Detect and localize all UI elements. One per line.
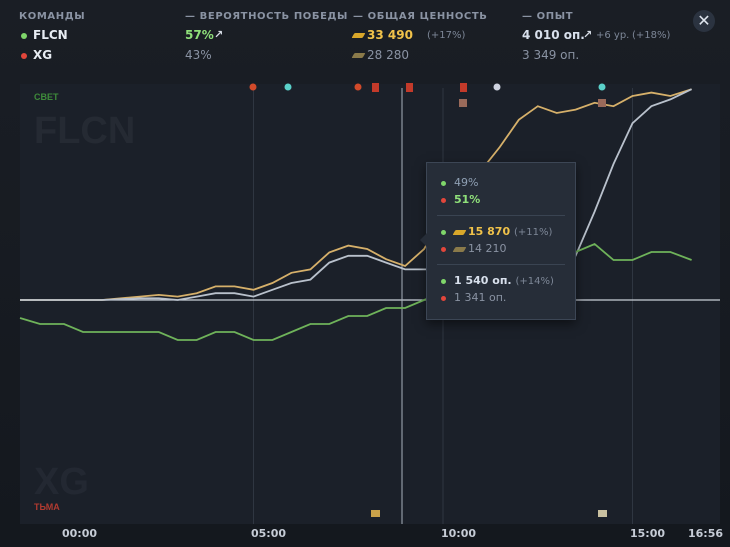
tooltip-nw-xg: 14 210 — [441, 242, 507, 255]
gold-icon — [452, 246, 467, 252]
networth-line — [20, 88, 692, 301]
flcn-win-arrow-icon: ↗ — [214, 28, 224, 41]
win-probability-line — [19, 242, 692, 341]
tooltip-xp-flcn: 1 540 оп. (+14%) — [441, 274, 554, 287]
networth-header: — ОБЩАЯ ЦЕННОСТЬ — [353, 11, 488, 22]
tooltip-arrow — [420, 233, 427, 247]
xp-line — [20, 88, 692, 301]
team-name-flcn: FLCN — [33, 28, 68, 42]
x-tick-5: 05:00 — [251, 527, 287, 540]
flcn-dot-icon — [441, 180, 446, 186]
hover-tooltip: 49% 51% 15 870 (+11%) 14 210 1 540 оп. (… — [420, 162, 576, 320]
item-icon[interactable] — [598, 510, 607, 517]
tooltip-win-xg: 51% — [441, 193, 480, 206]
xg-xp-value: 3 349 оп. — [522, 48, 580, 62]
dire-watermark: XG — [34, 461, 89, 503]
barracks-icon[interactable] — [406, 83, 413, 92]
tower-kill-icon[interactable] — [249, 83, 257, 91]
teams-column-header: КОМАНДЫ — [19, 11, 86, 22]
x-tick-10: 10:00 — [441, 527, 477, 540]
flcn-dot-icon — [21, 33, 27, 39]
tooltip-xp-xg: 1 341 оп. — [441, 291, 506, 304]
radiant-watermark: FLCN — [34, 110, 135, 152]
flcn-xp-delta: (+18%) — [632, 30, 671, 41]
xg-networth-number: 28 280 — [367, 48, 409, 62]
x-tick-end: 16:56 — [688, 527, 724, 540]
xg-dot-icon — [441, 197, 446, 203]
courier-icon[interactable] — [371, 510, 380, 517]
flcn-xp-value: 4 010 оп. — [522, 28, 585, 42]
event-icons — [249, 83, 607, 517]
roshan-icon[interactable] — [284, 83, 292, 91]
xg-dot-icon — [441, 295, 446, 301]
tooltip-win-flcn: 49% — [441, 176, 478, 189]
flcn-networth-value: 33 490 — [351, 28, 413, 42]
hero-kill-icon[interactable] — [598, 99, 606, 107]
x-tick-0: 00:00 — [62, 527, 98, 540]
roshan-icon[interactable] — [598, 83, 606, 91]
tooltip-divider — [437, 215, 565, 216]
gold-icon — [452, 229, 467, 235]
win-probability-header: — ВЕРОЯТНОСТЬ ПОБЕДЫ — [185, 11, 349, 22]
xg-dot-icon — [21, 53, 27, 59]
flcn-dot-icon — [441, 278, 446, 284]
aegis-icon[interactable] — [493, 83, 501, 91]
xp-header: — ОПЫТ — [522, 11, 574, 22]
xg-dot-icon — [441, 246, 446, 252]
hero-kill-icon[interactable] — [459, 99, 467, 107]
close-button[interactable]: ✕ — [693, 10, 715, 32]
tower-kill-icon[interactable] — [354, 83, 362, 91]
tooltip-divider — [437, 264, 565, 265]
barracks-icon[interactable] — [460, 83, 467, 92]
chart-background — [20, 84, 720, 524]
x-tick-15: 15:00 — [630, 527, 666, 540]
tooltip-nw-flcn: 15 870 (+11%) — [441, 225, 552, 238]
team-name-xg: XG — [33, 48, 53, 62]
flcn-win-value: 57% — [185, 28, 214, 42]
flcn-dot-icon — [441, 229, 446, 235]
flcn-networth-number: 33 490 — [367, 28, 413, 42]
flcn-xp-arrow-icon: ↗ — [583, 28, 593, 41]
barracks-icon[interactable] — [372, 83, 379, 92]
xg-win-value: 43% — [185, 48, 212, 62]
flcn-networth-delta: (+17%) — [427, 30, 466, 41]
flcn-xp-levels: +6 ур. — [596, 30, 630, 41]
radiant-label: СВЕТ — [34, 92, 59, 102]
dire-label: ТЬМА — [34, 502, 60, 512]
xg-networth-value: 28 280 — [351, 48, 409, 62]
